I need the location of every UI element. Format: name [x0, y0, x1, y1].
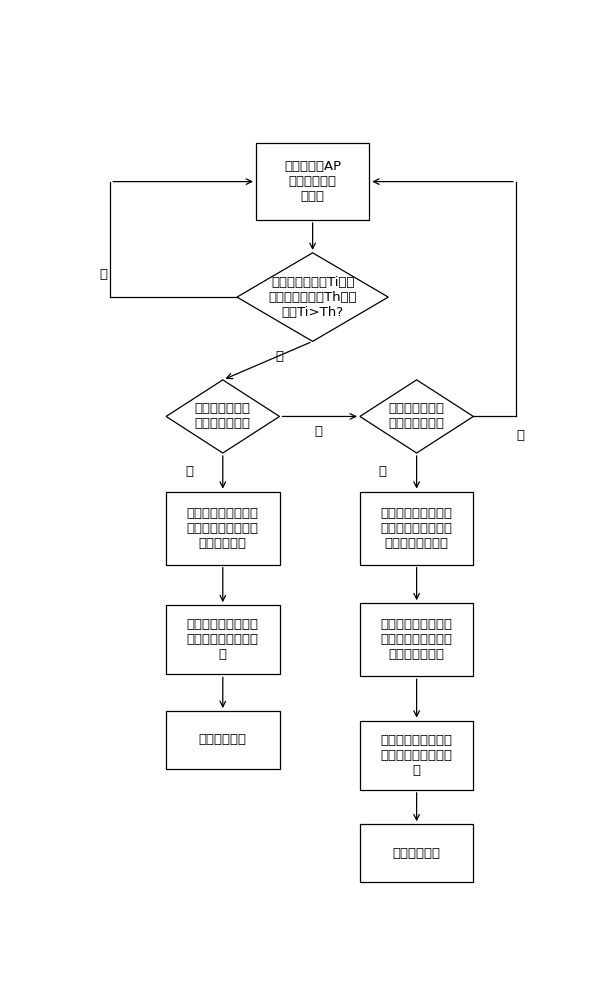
- FancyBboxPatch shape: [360, 492, 473, 565]
- FancyBboxPatch shape: [166, 492, 279, 565]
- Polygon shape: [237, 253, 388, 341]
- Text: 否: 否: [314, 425, 322, 438]
- Text: 是: 是: [185, 465, 194, 478]
- FancyBboxPatch shape: [256, 143, 370, 220]
- Text: 执行一步切换: 执行一步切换: [199, 733, 247, 746]
- Text: 在本小区与相邻小区
重叠区域选择一步切
换的切换对象: 在本小区与相邻小区 重叠区域选择一步切 换的切换对象: [187, 507, 259, 550]
- Text: 计算一步切换代价，
选择最佳负载转移小
区: 计算一步切换代价， 选择最佳负载转移小 区: [187, 618, 259, 661]
- FancyBboxPatch shape: [360, 824, 473, 882]
- FancyBboxPatch shape: [166, 711, 279, 769]
- Text: 判断是否向两跳
小区转移负载？: 判断是否向两跳 小区转移负载？: [389, 402, 445, 430]
- FancyBboxPatch shape: [166, 605, 279, 674]
- Text: 无线接入点AP
周期性收集负
载信息: 无线接入点AP 周期性收集负 载信息: [284, 160, 341, 203]
- Polygon shape: [360, 380, 473, 453]
- FancyBboxPatch shape: [360, 603, 473, 676]
- Text: 执行两步切换: 执行两步切换: [393, 847, 440, 860]
- FancyBboxPatch shape: [360, 721, 473, 790]
- Text: 是: 是: [276, 350, 284, 363]
- Text: 是: 是: [379, 465, 387, 478]
- Text: 判断是否向相邻
小区转移负载？: 判断是否向相邻 小区转移负载？: [195, 402, 251, 430]
- Text: 在相邻小区与两跳小
区重叠区域选择第一
步切换的切换对象: 在相邻小区与两跳小 区重叠区域选择第一 步切换的切换对象: [381, 507, 453, 550]
- Text: 否: 否: [99, 267, 108, 280]
- Text: 计算两步切换代价，
选择最佳负载转移小
区: 计算两步切换代价， 选择最佳负载转移小 区: [381, 734, 453, 777]
- Text: 否: 否: [517, 429, 525, 442]
- Text: 比较归一化负载Ti与负
载均衡启动门限Th的大
小，Ti>Th?: 比较归一化负载Ti与负 载均衡启动门限Th的大 小，Ti>Th?: [268, 276, 357, 319]
- Polygon shape: [166, 380, 279, 453]
- Text: 在本小区与相邻小区
重叠区域选择第二步
切换的切换对象: 在本小区与相邻小区 重叠区域选择第二步 切换的切换对象: [381, 618, 453, 661]
